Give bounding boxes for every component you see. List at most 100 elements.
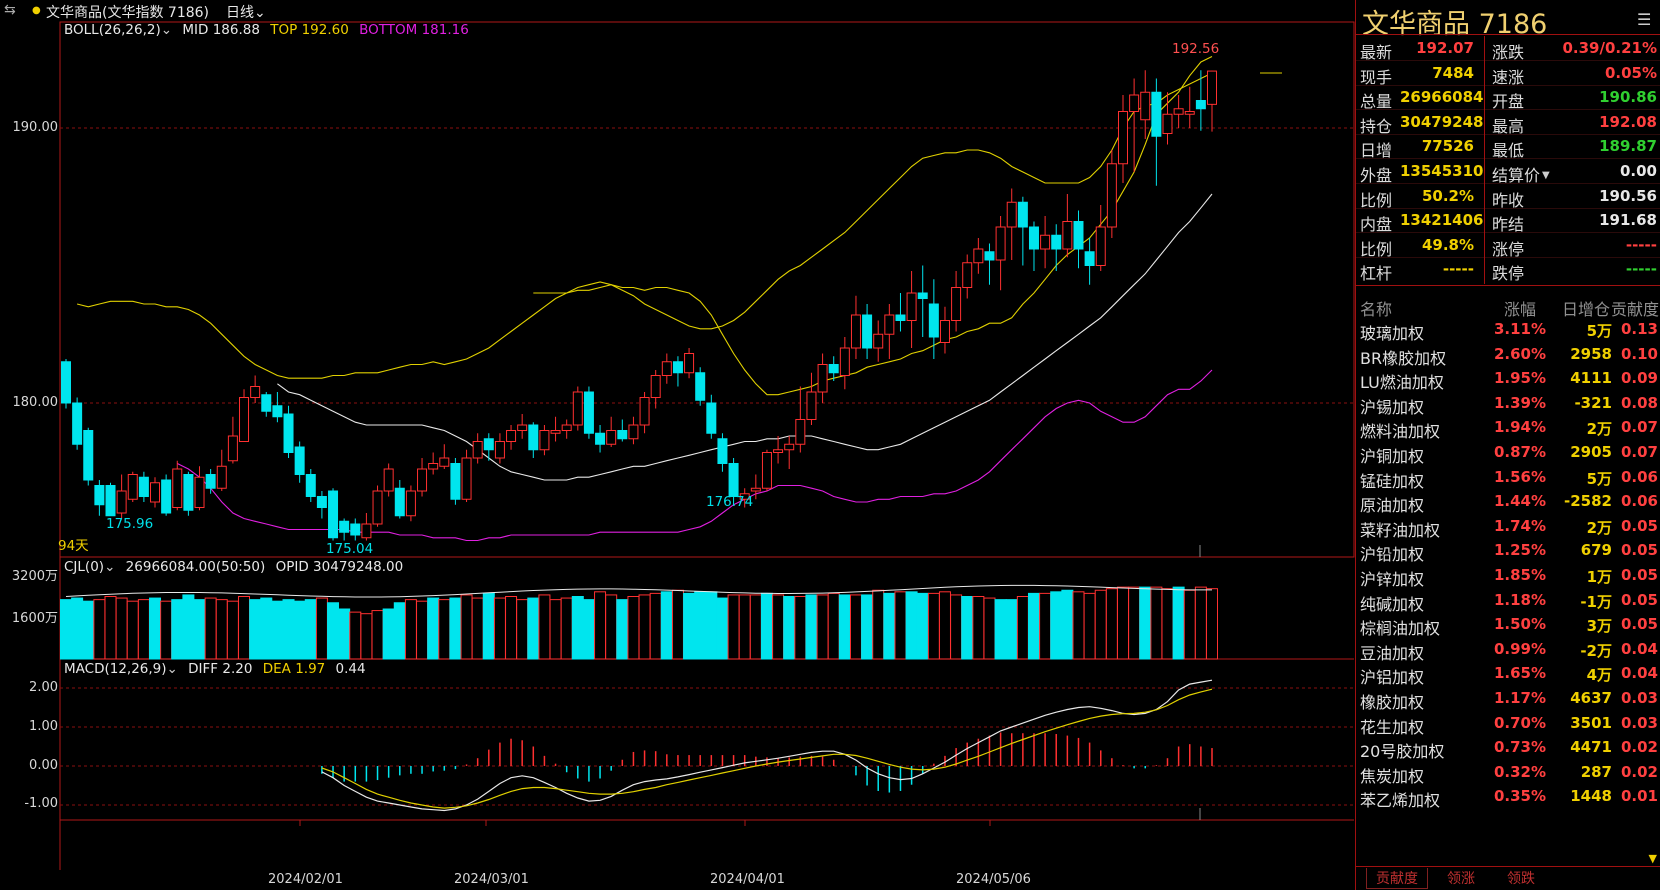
candle-body [906, 292, 917, 321]
volume-bar [805, 594, 818, 660]
table-row[interactable]: LU燃油加权 1.95% 4111 0.09 [1356, 369, 1660, 395]
candle-body [784, 443, 795, 451]
candle-body [428, 463, 439, 470]
tab-top-losers[interactable]: 领跌 [1507, 871, 1535, 887]
table-row[interactable]: 花生加权 0.70% 3501 0.03 [1356, 714, 1660, 740]
candle-body [1084, 251, 1095, 266]
boll-indicator-selector[interactable]: BOLL(26,26,2) [64, 22, 161, 38]
table-row[interactable]: 沪铝加权 1.65% 4万 0.04 [1356, 664, 1660, 690]
quote-label: 速涨 [1492, 67, 1525, 87]
commodity-name: 沪铜加权 [1360, 447, 1425, 466]
boll-top-value: 192.60 [301, 22, 349, 38]
table-row[interactable]: 橡胶加权 1.17% 4637 0.03 [1356, 689, 1660, 715]
volume-bar [471, 597, 484, 660]
candle-body [183, 474, 194, 511]
tab-top-gainers[interactable]: 领涨 [1447, 871, 1475, 887]
scroll-down-icon[interactable]: ▼ [1648, 852, 1657, 865]
settlement-dropdown-icon[interactable]: ▼ [1542, 170, 1550, 181]
volume-bar [616, 599, 629, 660]
quote-label: 昨收 [1492, 190, 1525, 210]
table-row[interactable]: 沪铜加权 0.87% 2905 0.07 [1356, 443, 1660, 469]
contribution: 0.13 [1620, 320, 1658, 338]
contribution: 0.05 [1620, 615, 1658, 634]
volume-bar [749, 594, 762, 660]
volume-value: 26966084.00(50:50) [125, 559, 266, 575]
macd-indicator-selector[interactable]: MACD(12,26,9) [64, 661, 167, 677]
table-row[interactable]: 纯碱加权 1.18% -1万 0.05 [1356, 591, 1660, 617]
volume-bar [1105, 588, 1118, 660]
chevron-down-icon[interactable]: ⌄ [166, 661, 178, 677]
chevron-down-icon[interactable]: ⌄ [160, 22, 173, 38]
position-change: 4637 [1570, 689, 1612, 707]
volume-bar [994, 599, 1007, 660]
candle-body [94, 485, 105, 506]
commodity-name: BR橡胶加权 [1360, 348, 1447, 368]
commodity-name: 沪锡加权 [1360, 397, 1425, 417]
table-row[interactable]: 棕榈油加权 1.50% 3万 0.05 [1356, 615, 1660, 641]
candle-body [305, 474, 316, 497]
col-header-name[interactable]: 名称 [1360, 300, 1393, 319]
table-row[interactable]: 锰硅加权 1.56% 5万 0.06 [1356, 468, 1660, 494]
commodity-name: 沪锌加权 [1360, 570, 1425, 589]
chart-title[interactable]: 文华商品(文华指数 7186) [46, 5, 210, 21]
table-row[interactable]: 焦炭加权 0.32% 287 0.02 [1356, 763, 1660, 789]
position-change: 2958 [1570, 344, 1612, 363]
candle-body [939, 320, 950, 343]
candle-body [817, 364, 828, 393]
col-header-contribution[interactable]: 贡献度 [1611, 300, 1660, 319]
volume-bar [1050, 591, 1063, 660]
table-row[interactable]: 苯乙烯加权 0.35% 1448 0.01 [1356, 787, 1660, 813]
change-pct: 3.11% [1493, 320, 1546, 338]
macd-value: 0.44 [335, 661, 366, 677]
volume-bar [482, 592, 495, 660]
low-annotation-3: 176.74 [706, 494, 754, 510]
panel-menu-icon[interactable]: ☰ [1637, 10, 1652, 29]
volume-bar [883, 592, 896, 660]
table-row[interactable]: 燃料油加权 1.94% 2万 0.07 [1356, 418, 1660, 444]
quote-row: 杠杆 ----- 跌停 ----- [1356, 257, 1660, 283]
divider [1356, 285, 1660, 286]
quote-label: 最低 [1492, 141, 1525, 161]
position-change: 5万 [1586, 469, 1612, 488]
chevron-down-icon[interactable]: ⌄ [104, 559, 116, 575]
contribution: 0.02 [1620, 738, 1658, 757]
candle-body [361, 523, 372, 539]
dea-line [321, 688, 1213, 809]
table-row[interactable]: 沪铅加权 1.25% 679 0.05 [1356, 541, 1660, 567]
candle-body [617, 430, 628, 440]
boll-legend: BOLL(26,26,2)⌄ MID 186.88 TOP 192.60 BOT… [64, 22, 469, 38]
position-change: 4111 [1570, 369, 1612, 388]
row-divider [1356, 60, 1660, 61]
quote-value: 49.8% [1421, 235, 1474, 254]
table-row[interactable]: 沪锌加权 1.85% 1万 0.05 [1356, 566, 1660, 592]
table-row[interactable]: 豆油加权 0.99% -2万 0.04 [1356, 640, 1660, 666]
col-header-change[interactable]: 涨幅 [1504, 300, 1537, 319]
window-toggle-icon[interactable]: ⇆ [4, 2, 16, 18]
row-divider [1356, 256, 1660, 258]
period-selector[interactable]: 日线⌄ [226, 5, 266, 21]
chart-area[interactable] [0, 0, 1355, 890]
col-header-position[interactable]: 日增仓 [1562, 300, 1611, 319]
volume-bar [204, 597, 217, 660]
table-row[interactable]: 菜籽油加权 1.74% 2万 0.05 [1356, 517, 1660, 543]
quote-value: 190.56 [1599, 186, 1657, 205]
volume-bar [404, 599, 417, 660]
volume-bar [705, 591, 718, 660]
candle-body [250, 386, 261, 398]
volume-bar [338, 608, 351, 660]
cjl-indicator-selector[interactable]: CJL(0) [64, 559, 105, 575]
volume-bar [215, 599, 228, 660]
table-row[interactable]: 玻璃加权 3.11% 5万 0.13 [1356, 320, 1660, 346]
table-row[interactable]: 沪锡加权 1.39% -321 0.08 [1356, 394, 1660, 420]
volume-bar [582, 599, 595, 660]
row-divider [1356, 158, 1660, 160]
quote-row: 总量 26966084 开盘 190.86 [1356, 85, 1660, 111]
table-row[interactable]: 20号胶加权 0.73% 4471 0.02 [1356, 738, 1660, 764]
tab-contribution[interactable]: 贡献度 [1366, 868, 1428, 889]
table-row[interactable]: BR橡胶加权 2.60% 2958 0.10 [1356, 345, 1660, 371]
candle-body [1151, 91, 1162, 137]
position-change: -2582 [1564, 492, 1612, 511]
candle-body [116, 490, 127, 514]
table-row[interactable]: 原油加权 1.44% -2582 0.06 [1356, 492, 1660, 518]
commodity-name: 菜籽油加权 [1360, 520, 1441, 540]
